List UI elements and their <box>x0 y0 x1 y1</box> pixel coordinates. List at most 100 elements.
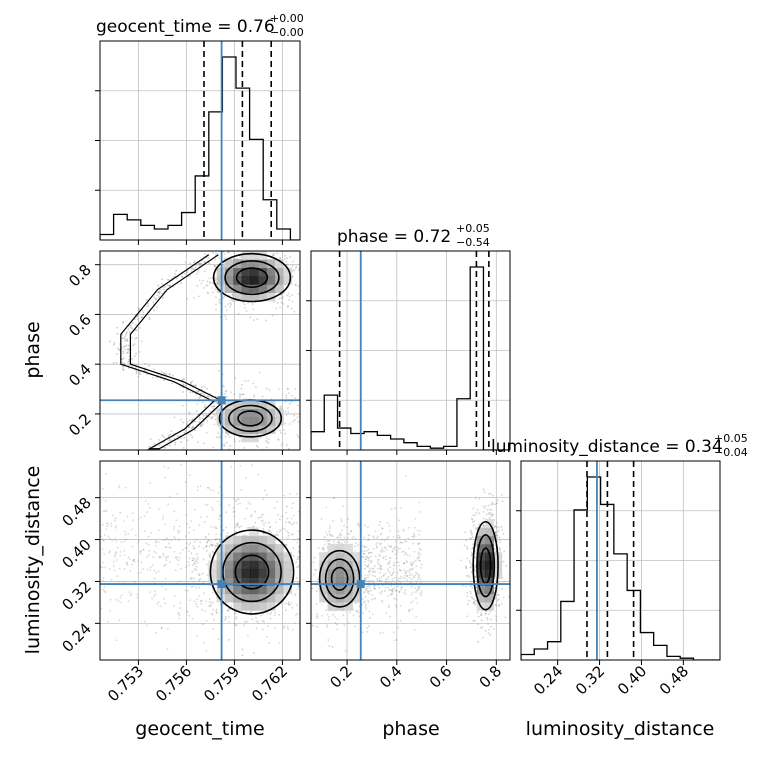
sample-point <box>181 381 183 384</box>
sample-point <box>194 384 197 387</box>
sample-point <box>145 511 148 513</box>
sample-point <box>492 503 495 506</box>
sample-point <box>380 564 382 567</box>
density-cell <box>241 408 251 418</box>
sample-point <box>182 383 185 386</box>
joint-phase-vs-geocent-time-ridge-contour <box>120 254 225 450</box>
sample-point <box>115 525 118 528</box>
sample-point <box>393 547 396 550</box>
sample-point <box>139 373 141 376</box>
sample-point <box>396 546 398 549</box>
sample-point <box>163 465 166 468</box>
sample-point <box>190 381 193 384</box>
sample-point <box>173 525 176 528</box>
sample-point <box>203 385 206 388</box>
sample-point <box>254 521 257 524</box>
density-cell <box>258 560 268 570</box>
sample-point <box>145 299 148 301</box>
sample-point <box>388 588 391 591</box>
sample-point <box>388 525 391 527</box>
sample-point <box>223 385 225 388</box>
sample-point <box>465 567 468 569</box>
sample-point <box>377 563 380 565</box>
sample-point <box>130 336 133 339</box>
sample-point <box>104 472 107 475</box>
sample-point <box>212 489 215 492</box>
density-cell <box>258 577 268 586</box>
sample-point <box>229 302 232 305</box>
sample-point <box>129 570 132 572</box>
sample-point <box>193 577 196 580</box>
sample-point <box>386 577 389 580</box>
sample-point <box>227 303 229 306</box>
sample-point <box>382 631 385 634</box>
sample-point <box>286 257 289 260</box>
sample-point <box>125 538 127 541</box>
sample-point <box>293 419 296 421</box>
sample-point <box>481 626 483 629</box>
sample-point <box>487 613 490 616</box>
sample-point <box>241 383 243 386</box>
sample-point <box>375 546 378 549</box>
sample-point <box>200 599 203 602</box>
sample-point <box>374 530 377 533</box>
sample-point <box>207 539 210 542</box>
sample-point <box>165 537 168 540</box>
sample-point <box>287 388 290 391</box>
sample-point <box>240 473 242 475</box>
sample-point <box>414 574 416 577</box>
hist-phase-bar-7 <box>404 443 417 450</box>
sample-point <box>146 373 149 376</box>
sample-point <box>289 402 291 405</box>
sample-point <box>226 532 229 535</box>
sample-point <box>156 306 158 309</box>
sample-point <box>392 547 395 550</box>
sample-point <box>487 492 490 495</box>
sample-point <box>257 517 260 520</box>
sample-point <box>215 537 217 540</box>
sample-point <box>193 547 195 550</box>
sample-point <box>213 618 215 621</box>
sample-point <box>340 520 343 523</box>
sample-point <box>377 541 379 544</box>
sample-point <box>338 534 341 537</box>
sample-point <box>116 326 119 329</box>
sample-point <box>191 617 194 620</box>
sample-point <box>176 529 179 532</box>
sample-point <box>262 528 265 531</box>
sample-point <box>209 489 212 491</box>
sample-point <box>291 307 293 310</box>
density-cell <box>476 527 486 537</box>
title-luminosity-distance-plus: +0.05 <box>714 432 748 445</box>
sample-point <box>418 586 421 589</box>
sample-point <box>222 297 225 299</box>
hist-phase-group <box>311 251 510 450</box>
sample-point <box>226 396 228 398</box>
sample-point <box>199 578 202 580</box>
sample-point <box>284 422 287 425</box>
sample-point <box>495 618 498 621</box>
sample-point <box>151 376 154 379</box>
sample-point <box>179 557 181 559</box>
sample-point <box>290 400 293 403</box>
sample-point <box>265 494 268 496</box>
sample-point <box>338 539 341 542</box>
sample-point <box>108 550 111 553</box>
sample-point <box>483 507 486 510</box>
sample-point <box>140 340 143 343</box>
sample-point <box>395 589 398 592</box>
sample-point <box>131 512 134 515</box>
sample-point <box>150 532 152 534</box>
xtick-label-geocent-time-2: 0.759 <box>200 662 243 705</box>
sample-point <box>319 388 321 390</box>
sample-point <box>326 533 329 536</box>
sample-point <box>296 556 299 558</box>
sample-point <box>196 562 199 565</box>
sample-point <box>257 621 259 624</box>
joint-luminosity-distance-vs-phase-contour-0-1 <box>476 534 496 598</box>
sample-point <box>186 522 189 525</box>
sample-point <box>412 560 415 563</box>
sample-point <box>325 531 327 533</box>
sample-point <box>191 380 193 383</box>
sample-point <box>169 444 171 447</box>
